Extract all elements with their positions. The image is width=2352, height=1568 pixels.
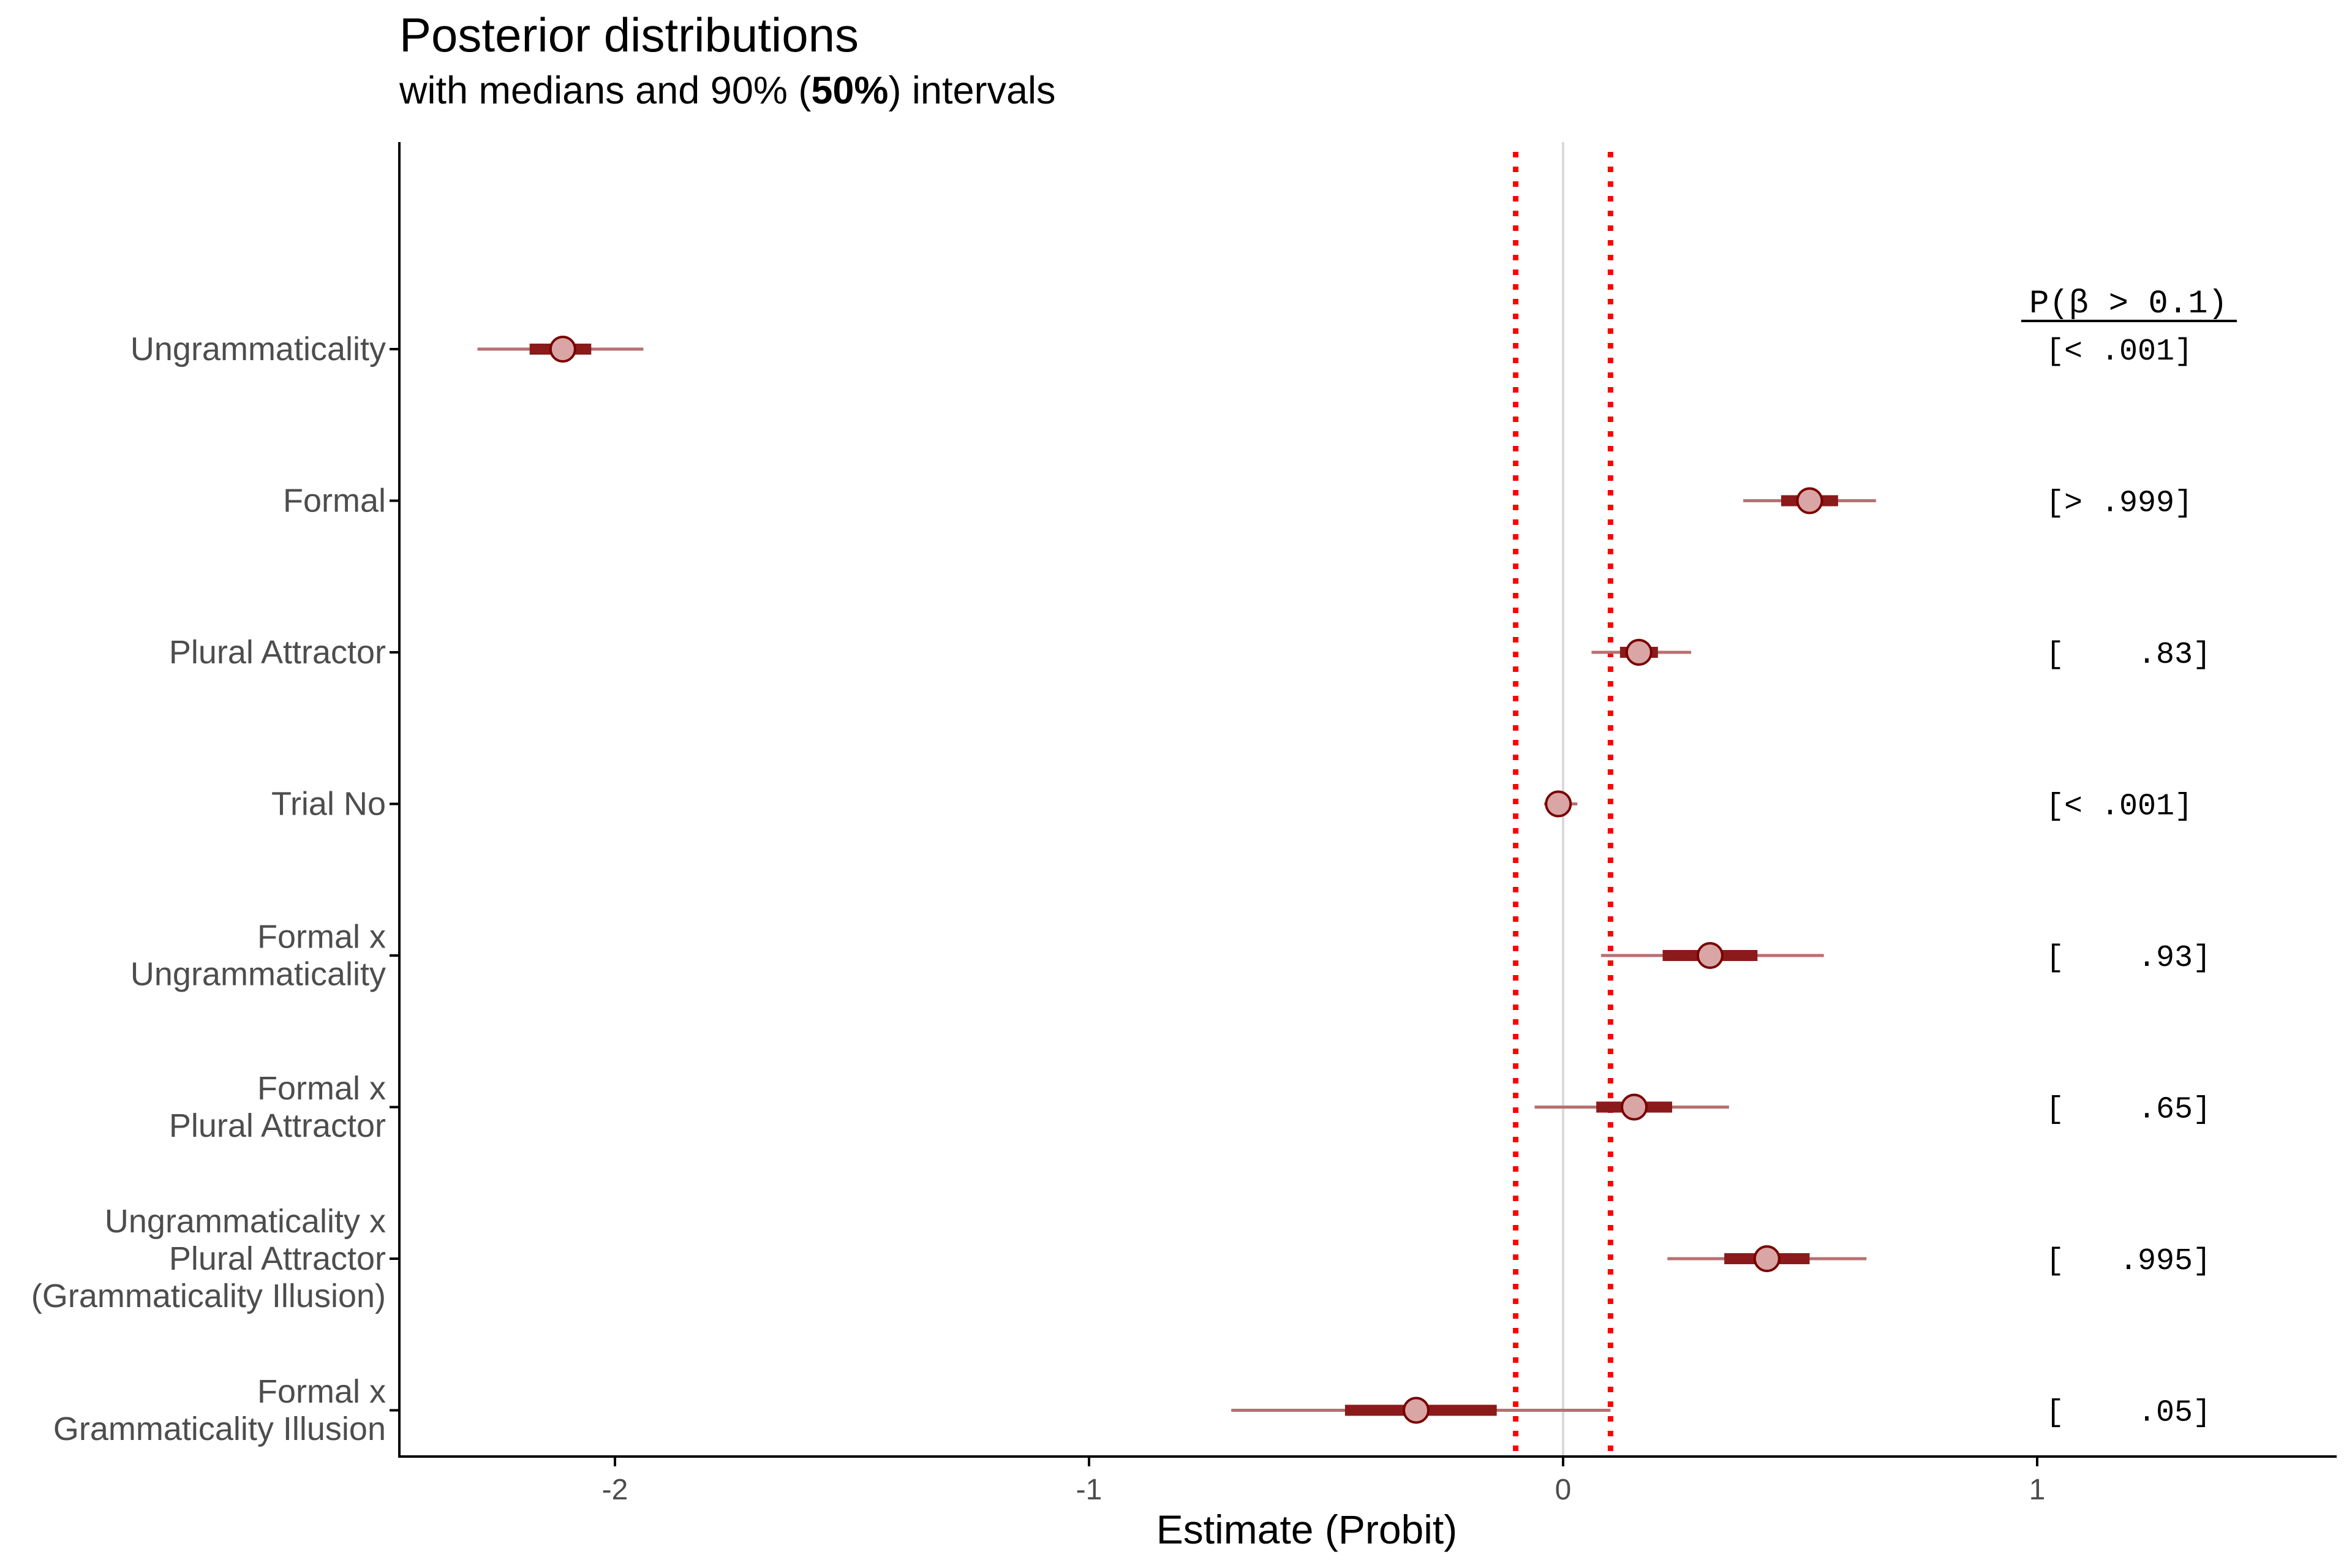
y-label-7-line-1: Grammaticality Illusion <box>53 1411 386 1447</box>
y-label-2-line-0: Plural Attractor <box>169 634 386 671</box>
y-label-6-line-1: Plural Attractor <box>169 1240 386 1277</box>
median-point-3 <box>1545 790 1572 818</box>
y-label-5-line-1: Plural Attractor <box>169 1107 386 1144</box>
probability-label-7: [ .05] <box>2046 1396 2211 1431</box>
median-point-4 <box>1696 942 1724 969</box>
y-label-0-line-0: Ungrammaticality <box>130 331 386 368</box>
median-point-2 <box>1625 639 1653 666</box>
median-point-1 <box>1796 487 1823 514</box>
chart-title: Posterior distributions <box>399 8 859 62</box>
median-point-5 <box>1621 1093 1648 1121</box>
y-label-3-line-0: Trial No <box>271 786 386 823</box>
probability-header: P(β > 0.1) <box>2029 285 2228 323</box>
y-label-4-line-0: Formal x <box>257 919 386 956</box>
y-label-4-line-1: Ungrammaticality <box>130 956 386 993</box>
y-label-7-line-0: Formal x <box>257 1373 386 1410</box>
subtitle-prefix: with medians and 90% ( <box>399 69 812 112</box>
x-tick-label-1: -1 <box>1076 1474 1102 1506</box>
y-label-1-line-0: Formal <box>283 483 386 519</box>
median-point-0 <box>549 336 576 363</box>
x-tick-label-3: 1 <box>2029 1474 2046 1506</box>
y-label-6-line-2: (Grammaticality Illusion) <box>31 1278 386 1314</box>
x-tick-label-0: -2 <box>602 1474 628 1506</box>
median-point-7 <box>1403 1396 1430 1424</box>
probability-label-3: [< .001] <box>2046 790 2193 824</box>
chart-subtitle: with medians and 90% (50%) intervals <box>399 69 1056 113</box>
probability-label-5: [ .65] <box>2046 1093 2211 1128</box>
subtitle-bold: 50% <box>811 69 889 112</box>
probability-label-0: [< .001] <box>2046 334 2193 369</box>
probability-label-6: [ .995] <box>2046 1244 2211 1279</box>
subtitle-suffix: ) intervals <box>888 69 1056 112</box>
probability-label-1: [> .999] <box>2046 486 2193 521</box>
x-axis-title: Estimate (Probit) <box>1156 1507 1457 1552</box>
probability-label-4: [ .93] <box>2046 941 2211 976</box>
y-label-5-line-0: Formal x <box>257 1070 386 1107</box>
median-point-6 <box>1753 1245 1781 1272</box>
x-tick-label-2: 0 <box>1555 1474 1572 1506</box>
probability-label-2: [ .83] <box>2046 638 2211 673</box>
y-label-6-line-0: Ungrammaticality x <box>105 1203 386 1240</box>
